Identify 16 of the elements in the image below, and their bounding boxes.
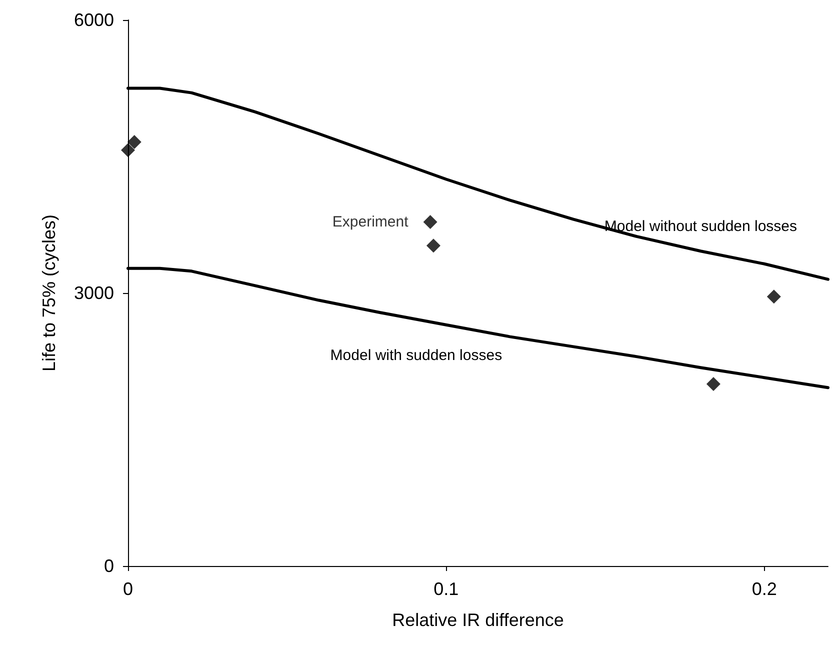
x-tick-label: 0 <box>122 579 134 599</box>
x-tick-label: 0.2 <box>752 579 777 599</box>
point <box>426 238 440 253</box>
point <box>706 377 720 391</box>
point <box>423 215 438 230</box>
series-label: Experiment <box>332 214 410 231</box>
x-tick-label: 0.1 <box>434 579 459 599</box>
point <box>121 143 135 158</box>
y-tick-label: 0 <box>104 556 114 576</box>
y-tick-label: 6000 <box>74 10 114 30</box>
point <box>127 134 142 149</box>
series-label: Model with sudden losses <box>330 346 502 364</box>
x-axis-title: Relative IR difference <box>392 610 564 630</box>
y-axis-title: Life to 75% (cycles) <box>39 214 59 372</box>
y-tick-label: 3000 <box>74 283 114 303</box>
point <box>766 290 781 304</box>
